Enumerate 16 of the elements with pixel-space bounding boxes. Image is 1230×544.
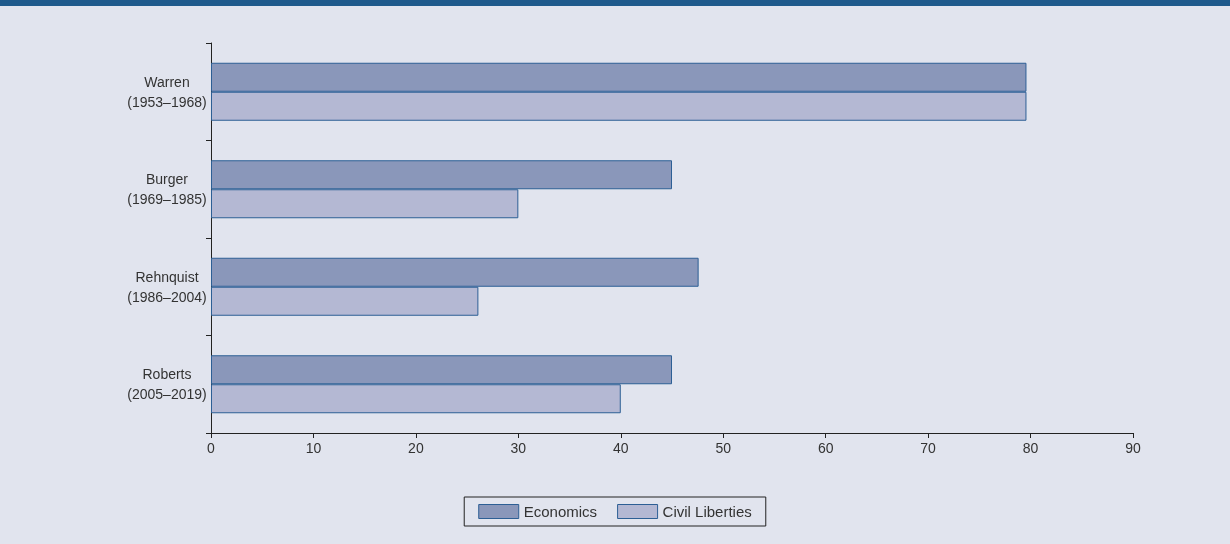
y-tick-label: Roberts (2005–2019): [127, 366, 207, 403]
legend-label: Civil Liberties: [662, 503, 752, 520]
x-tick-label: 10: [305, 440, 322, 456]
y-tick-label: Rehnquist (1986–2004): [127, 268, 207, 305]
legend-label: Economics: [523, 503, 598, 520]
y-tick-label: Burger (1969–1985): [127, 171, 207, 208]
x-tick-label: 50: [715, 440, 732, 456]
y-tick-label: Warren (1953–1968): [127, 73, 207, 110]
x-tick-label: 80: [1022, 440, 1039, 456]
x-tick-label: 0: [207, 440, 216, 456]
x-tick-label: 90: [1125, 440, 1141, 456]
x-tick-label: 20: [408, 440, 424, 456]
x-tick-label: 40: [612, 440, 629, 456]
x-tick-label: 60: [817, 440, 834, 456]
x-tick-label: 70: [920, 440, 937, 456]
x-tick-label: 30: [510, 440, 527, 456]
